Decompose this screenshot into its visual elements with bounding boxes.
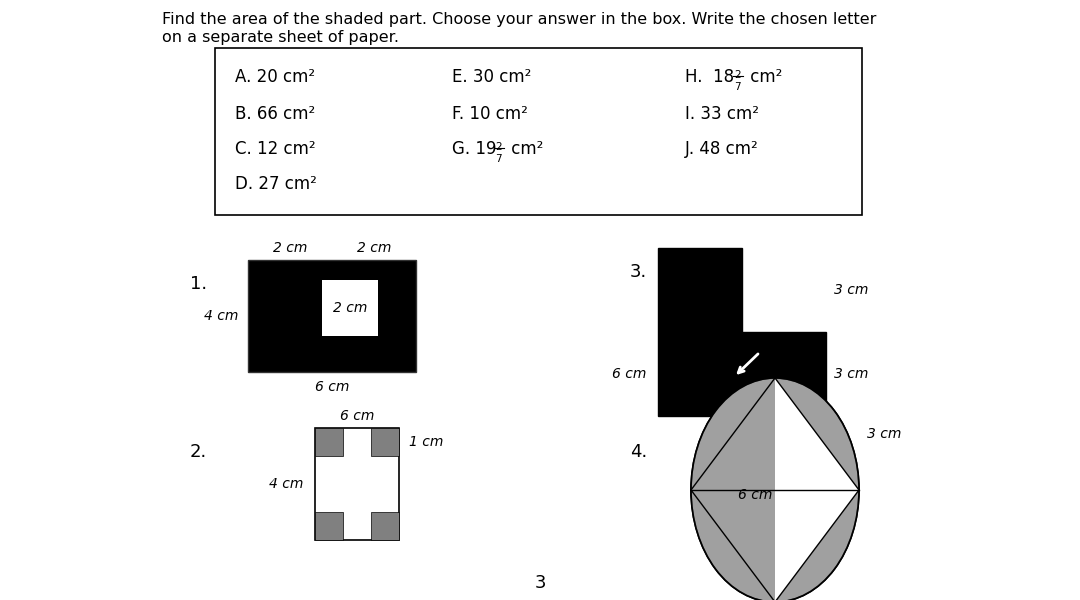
Text: F. 10 cm²: F. 10 cm²: [453, 105, 528, 123]
Bar: [372, 512, 399, 540]
Text: 2 cm: 2 cm: [333, 301, 367, 315]
Text: 6 cm: 6 cm: [758, 356, 793, 370]
Text: E. 30 cm²: E. 30 cm²: [453, 68, 531, 86]
Text: G. 19: G. 19: [453, 140, 497, 158]
Polygon shape: [658, 248, 826, 416]
Text: 7: 7: [495, 154, 501, 164]
Polygon shape: [775, 378, 859, 600]
Text: 2: 2: [495, 142, 501, 152]
Bar: [372, 428, 399, 456]
Ellipse shape: [691, 378, 859, 600]
Text: 1.: 1.: [190, 275, 207, 293]
Text: 2.: 2.: [190, 443, 207, 461]
Text: 2 cm: 2 cm: [356, 241, 391, 255]
Bar: [215, 48, 862, 215]
Text: 7: 7: [734, 82, 741, 92]
Text: 6 cm: 6 cm: [340, 409, 374, 423]
Text: 2: 2: [734, 70, 741, 80]
Bar: [322, 280, 378, 336]
Text: C. 12 cm²: C. 12 cm²: [235, 140, 315, 158]
Text: 3.: 3.: [630, 263, 647, 281]
Bar: [248, 260, 416, 372]
Text: cm²: cm²: [745, 68, 782, 86]
Text: A. 20 cm²: A. 20 cm²: [235, 68, 315, 86]
Polygon shape: [691, 378, 775, 600]
Bar: [315, 512, 343, 540]
Text: 4 cm: 4 cm: [204, 309, 238, 323]
Text: H.  18: H. 18: [685, 68, 734, 86]
Text: B. 66 cm²: B. 66 cm²: [235, 105, 315, 123]
Bar: [315, 428, 399, 540]
Text: 2 cm: 2 cm: [273, 241, 307, 255]
Text: 3 cm: 3 cm: [834, 367, 868, 381]
Text: D. 27 cm²: D. 27 cm²: [235, 175, 316, 193]
Text: I. 33 cm²: I. 33 cm²: [685, 105, 759, 123]
Text: 3 cm: 3 cm: [834, 283, 868, 297]
Bar: [315, 428, 343, 456]
Text: cm²: cm²: [507, 140, 543, 158]
Text: 4.: 4.: [630, 443, 647, 461]
Text: 1 cm: 1 cm: [409, 435, 444, 449]
Text: Find the area of the shaded part. Choose your answer in the box. Write the chose: Find the area of the shaded part. Choose…: [162, 12, 876, 27]
Text: on a separate sheet of paper.: on a separate sheet of paper.: [162, 30, 399, 45]
Text: 3 cm: 3 cm: [867, 427, 902, 441]
Text: 3: 3: [535, 574, 545, 592]
Text: J. 48 cm²: J. 48 cm²: [685, 140, 759, 158]
Text: 6 cm: 6 cm: [738, 488, 772, 502]
Text: 4 cm: 4 cm: [269, 477, 303, 491]
Text: 6 cm: 6 cm: [314, 380, 349, 394]
Text: 6 cm: 6 cm: [611, 367, 646, 381]
